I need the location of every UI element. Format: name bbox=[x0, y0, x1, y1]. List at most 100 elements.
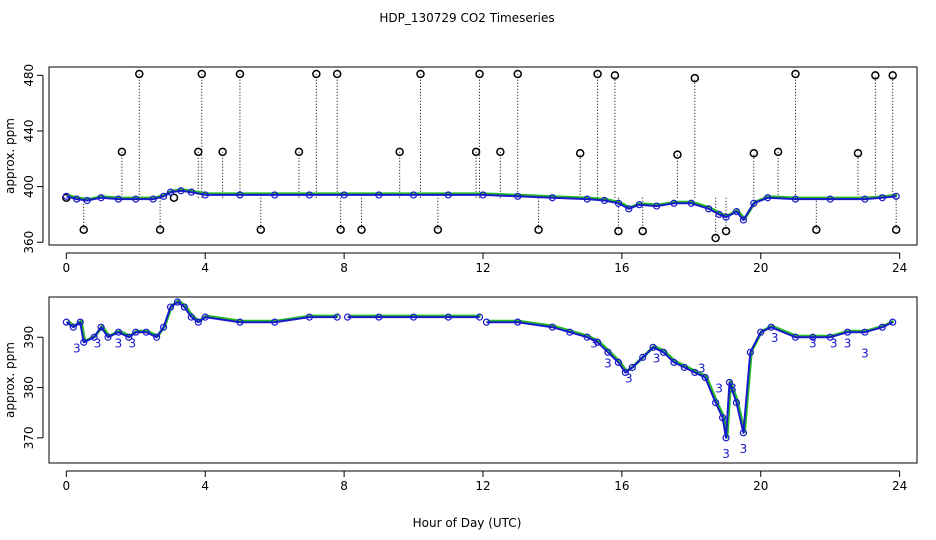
data-point bbox=[194, 318, 202, 326]
data-point bbox=[201, 191, 209, 199]
data-point bbox=[548, 323, 557, 331]
data-point bbox=[132, 328, 140, 336]
data-point bbox=[732, 399, 741, 407]
data-point bbox=[271, 318, 279, 326]
data-point bbox=[166, 188, 175, 196]
data-point bbox=[701, 373, 709, 382]
x-tick-label: 20 bbox=[753, 479, 768, 493]
data-point bbox=[79, 225, 88, 234]
data-point bbox=[444, 191, 452, 199]
point-label: 3 bbox=[73, 341, 81, 355]
data-point bbox=[593, 69, 602, 79]
data-point bbox=[235, 69, 245, 79]
point-label: 3 bbox=[115, 336, 123, 350]
data-point bbox=[610, 71, 620, 80]
point-label: 3 bbox=[809, 336, 817, 350]
data-point bbox=[826, 195, 834, 203]
x-tick-label: 16 bbox=[614, 479, 629, 493]
data-point bbox=[166, 303, 175, 311]
series-line-green bbox=[66, 299, 895, 439]
data-point bbox=[256, 225, 266, 234]
data-point bbox=[705, 205, 713, 213]
x-tick-label: 0 bbox=[63, 479, 71, 493]
data-point bbox=[336, 225, 345, 234]
data-point bbox=[496, 147, 505, 157]
data-point bbox=[711, 233, 720, 243]
data-point bbox=[90, 333, 98, 341]
data-point bbox=[375, 313, 383, 321]
data-point bbox=[614, 199, 623, 207]
x-tick-label: 12 bbox=[475, 261, 490, 275]
data-point bbox=[625, 205, 633, 213]
data-point bbox=[125, 333, 133, 341]
data-point bbox=[652, 202, 661, 210]
data-point bbox=[513, 69, 522, 79]
data-point bbox=[475, 313, 484, 321]
data-point bbox=[878, 323, 886, 331]
data-point bbox=[114, 195, 123, 203]
data-point bbox=[73, 195, 81, 203]
data-point bbox=[409, 313, 418, 321]
data-point bbox=[236, 191, 244, 199]
data-point bbox=[878, 194, 886, 202]
data-point bbox=[479, 191, 487, 199]
x-tick-label: 4 bbox=[201, 261, 209, 275]
data-point bbox=[482, 318, 491, 326]
data-point bbox=[809, 333, 817, 341]
data-point bbox=[218, 147, 227, 157]
data-point bbox=[177, 187, 185, 195]
data-point bbox=[62, 318, 70, 326]
y-tick-label: 400 bbox=[22, 175, 36, 198]
data-point bbox=[180, 303, 189, 311]
data-point bbox=[843, 328, 852, 336]
data-point bbox=[649, 343, 657, 351]
data-point bbox=[305, 313, 313, 321]
data-point bbox=[715, 210, 723, 219]
point-label: 3 bbox=[94, 336, 102, 350]
data-point bbox=[104, 333, 112, 341]
data-point bbox=[670, 358, 678, 366]
data-point bbox=[142, 328, 150, 336]
data-point bbox=[583, 333, 591, 341]
x-tick-label: 4 bbox=[201, 479, 209, 493]
data-point bbox=[340, 191, 348, 199]
data-point bbox=[80, 338, 88, 346]
data-point bbox=[600, 196, 609, 205]
top-panel: 0 4 8 12 16 20 24 360 400 440 480 approx. ppm bbox=[3, 64, 918, 275]
x-tick-label: 8 bbox=[340, 261, 348, 275]
x-tick-label: 16 bbox=[614, 261, 629, 275]
data-point bbox=[628, 363, 636, 372]
x-axis-label: Hour of Day (UTC) bbox=[413, 516, 522, 530]
data-point bbox=[812, 225, 821, 234]
data-point bbox=[749, 148, 759, 158]
y-tick-label: 370 bbox=[22, 426, 36, 449]
data-point bbox=[638, 226, 647, 236]
data-point bbox=[135, 69, 144, 79]
data-point bbox=[739, 429, 748, 437]
x-tick-label: 8 bbox=[340, 479, 348, 493]
point-label: 3 bbox=[698, 361, 706, 375]
point-label: 3 bbox=[729, 382, 737, 396]
data-point bbox=[149, 195, 157, 203]
data-point bbox=[117, 147, 127, 157]
data-point bbox=[444, 313, 452, 321]
data-point bbox=[888, 71, 897, 80]
data-point bbox=[153, 333, 161, 341]
data-point bbox=[639, 353, 647, 361]
y-tick-label: 360 bbox=[22, 231, 36, 254]
data-point bbox=[791, 195, 800, 203]
x-tick-label: 0 bbox=[63, 261, 71, 275]
data-point bbox=[201, 313, 209, 321]
plot-frame bbox=[48, 66, 918, 246]
data-point bbox=[357, 225, 366, 234]
data-point bbox=[593, 338, 602, 346]
data-point bbox=[691, 368, 699, 377]
data-point bbox=[409, 191, 418, 199]
data-point bbox=[332, 69, 342, 79]
point-label: 3 bbox=[129, 336, 137, 350]
data-point bbox=[621, 368, 629, 377]
data-point bbox=[343, 313, 352, 321]
